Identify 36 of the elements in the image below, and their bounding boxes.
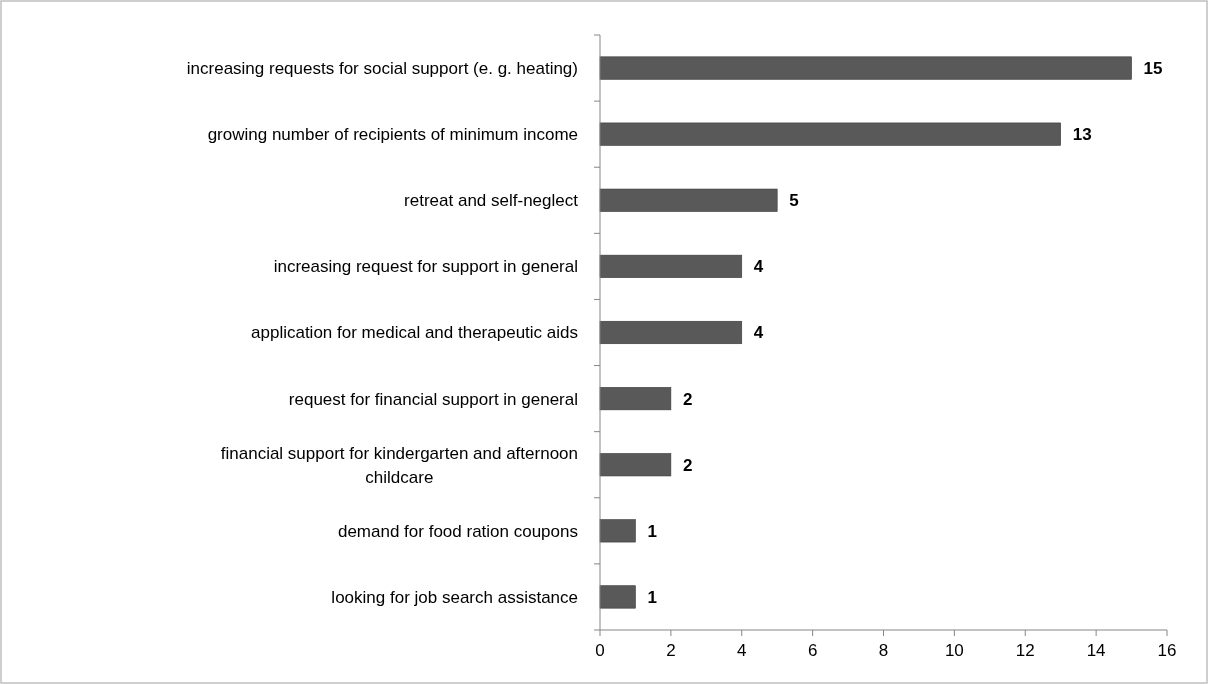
- y-tick-label: application for medical and therapeutic aids: [251, 323, 578, 343]
- x-tick-label: 12: [1015, 640, 1035, 660]
- data-label: 2: [682, 389, 693, 409]
- data-label: 1: [647, 587, 657, 607]
- x-tick-label: 10: [944, 640, 964, 660]
- data-label: 5: [789, 191, 799, 211]
- bar: [599, 320, 743, 345]
- x-tick-label: 0: [595, 640, 605, 660]
- y-tick-label: increasing requests for social support (e. g. heating): [186, 59, 578, 79]
- y-tick-label: demand for food ration coupons: [337, 521, 578, 541]
- x-tick-label: 14: [1086, 640, 1106, 660]
- x-tick-label: 8: [878, 640, 889, 660]
- data-label: 13: [1072, 125, 1092, 145]
- data-label: 4: [753, 257, 764, 277]
- bar: [599, 387, 672, 411]
- data-label: 2: [682, 455, 693, 475]
- data-label: 4: [753, 323, 764, 343]
- bar: [599, 453, 672, 477]
- y-tick-label: growing number of recipients of minimum income: [207, 125, 578, 145]
- x-tick-label: 4: [737, 640, 747, 660]
- x-tick-label: 2: [666, 640, 676, 660]
- bar: [599, 519, 636, 543]
- bar: [599, 254, 743, 278]
- bar: [599, 56, 1132, 80]
- y-tick-label: looking for job search assistance: [331, 587, 578, 607]
- bar: [599, 188, 778, 212]
- y-tick-label: request for financial support in general: [288, 389, 578, 409]
- x-tick-label: 6: [807, 640, 818, 660]
- bar: [599, 122, 1061, 146]
- y-tick-label: financial support for kindergarten and afternoon childcare: [220, 443, 578, 487]
- data-label: 15: [1143, 59, 1163, 79]
- y-tick-label: retreat and self-neglect: [404, 191, 579, 211]
- data-label: 1: [647, 521, 657, 541]
- y-tick-label: increasing request for support in general: [273, 257, 578, 277]
- x-tick-label: 16: [1157, 640, 1177, 660]
- bar: [599, 585, 636, 609]
